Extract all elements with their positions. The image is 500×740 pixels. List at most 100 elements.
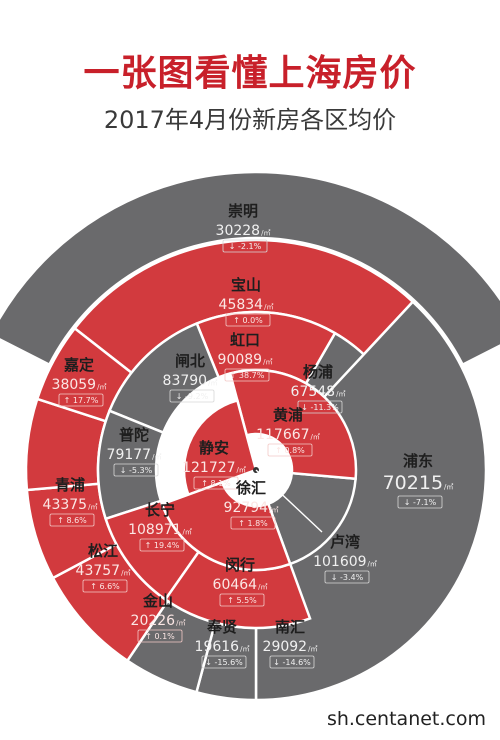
district-price: 92794/㎡ xyxy=(224,500,279,516)
change-badge: ↑ 17.7% xyxy=(58,393,104,407)
sector-普陀 xyxy=(96,409,165,521)
change-badge: ↓ -7.1% xyxy=(397,495,443,509)
district-name: 静安 xyxy=(199,439,229,457)
change-badge: ↓ -14.6% xyxy=(269,655,315,669)
district-name: 青浦 xyxy=(55,476,85,494)
source-watermark: sh.centanet.com xyxy=(326,708,486,730)
label-虹口: 虹口 90089/㎡ ↑ 38.7% xyxy=(218,331,273,382)
district-price: 83790/㎡ xyxy=(163,373,218,389)
svg-text:↑ 6.6%: ↑ 6.6% xyxy=(90,582,120,591)
svg-text:↑ 17.7%: ↑ 17.7% xyxy=(64,396,99,405)
district-price: 45834/㎡ xyxy=(219,297,274,313)
district-name: 闵行 xyxy=(225,556,255,574)
district-price: 70215/㎡ xyxy=(383,472,454,494)
sector-崇明 xyxy=(0,170,500,367)
label-青浦: 青浦 43375/㎡ ↑ 8.6% xyxy=(43,476,98,527)
sector-卢湾 xyxy=(266,471,357,566)
district-price: 117667/㎡ xyxy=(256,427,320,443)
label-普陀: 普陀 79177/㎡ ↓ -5.3% xyxy=(107,426,162,477)
label-奉贤: 奉贤 19616/㎡ ↓ -15.6% xyxy=(195,618,250,669)
change-badge: ↓ -5.3% xyxy=(113,463,159,477)
change-badge: ↓ -2.1% xyxy=(222,239,268,253)
district-name: 长宁 xyxy=(145,501,175,519)
change-badge: ↑ 38.7% xyxy=(224,368,270,382)
district-name: 松江 xyxy=(88,542,118,560)
label-杨浦: 杨浦 67548/㎡ ↓ -11.3% xyxy=(291,363,346,414)
district-price: 79177/㎡ xyxy=(107,447,162,463)
district-name: 卢湾 xyxy=(330,533,360,551)
district-price: 101609/㎡ xyxy=(313,554,377,570)
district-name: 宝山 xyxy=(231,276,261,294)
svg-text:↑ 1.8%: ↑ 1.8% xyxy=(238,519,268,528)
district-price: 38059/㎡ xyxy=(52,377,107,393)
svg-text:↓ -2.1%: ↓ -2.1% xyxy=(229,242,262,251)
svg-text:↑ 19.4%: ↑ 19.4% xyxy=(145,541,180,550)
district-price: 19616/㎡ xyxy=(195,639,250,655)
change-badge: ↑ 5.5% xyxy=(219,593,265,607)
change-badge: ↑ 19.4% xyxy=(139,538,185,552)
change-badge: ↓ -9.2% xyxy=(169,389,215,403)
label-长宁: 长宁 108971/㎡ ↑ 19.4% xyxy=(128,501,192,552)
change-badge: ↑ 8.6% xyxy=(49,513,95,527)
svg-text:↑ 8.6%: ↑ 8.6% xyxy=(57,516,87,525)
label-南汇: 南汇 29092/㎡ ↓ -14.6% xyxy=(263,618,318,669)
label-静安: 静安 121727/㎡ ↑ 8.1% xyxy=(182,439,246,490)
label-闵行: 闵行 60464/㎡ ↑ 5.5% xyxy=(213,556,268,607)
district-price: 121727/㎡ xyxy=(182,460,246,476)
change-badge: ↑ 6.6% xyxy=(82,579,128,593)
district-name: 徐汇 xyxy=(235,479,266,497)
page-subtitle: 2017年4月份新房各区均价 xyxy=(103,106,397,134)
svg-text:↓ -11.3%: ↓ -11.3% xyxy=(301,403,339,412)
district-price: 67548/㎡ xyxy=(291,384,346,400)
district-price: 29092/㎡ xyxy=(263,639,318,655)
sector-闸北 xyxy=(107,321,221,435)
label-松江: 松江 43757/㎡ ↑ 6.6% xyxy=(76,542,130,593)
page-title: 一张图看懂上海房价 xyxy=(83,53,417,94)
svg-text:↓ -3.4%: ↓ -3.4% xyxy=(331,573,364,582)
district-price: 43375/㎡ xyxy=(43,497,98,513)
sector-黄浦 xyxy=(228,368,358,481)
change-badge: ↑ 1.8% xyxy=(230,516,276,530)
label-浦东: 浦东 70215/㎡ ↓ -7.1% xyxy=(383,452,454,509)
district-name: 嘉定 xyxy=(63,356,94,374)
district-name: 虹口 xyxy=(230,331,260,349)
district-name: 闸北 xyxy=(175,352,205,370)
district-price: 20226/㎡ xyxy=(131,613,186,629)
label-崇明: 崇明 30228/㎡ ↓ -2.1% xyxy=(216,202,271,253)
change-badge: ↓ -3.4% xyxy=(324,570,370,584)
change-badge: ↑ 0.8% xyxy=(267,443,313,457)
chart-labels: 崇明 30228/㎡ ↓ -2.1% 宝山 45834/㎡ ↑ 0.0% 杨浦 67548/㎡… xyxy=(43,202,454,669)
district-price: 30228/㎡ xyxy=(216,223,271,239)
change-badge: ↑ 8.1% xyxy=(193,476,239,490)
district-price: 90089/㎡ xyxy=(218,352,273,368)
label-黄浦: 黄浦 117667/㎡ ↑ 0.8% xyxy=(256,406,320,457)
district-name: 杨浦 xyxy=(303,363,333,381)
district-price: 60464/㎡ xyxy=(213,577,268,593)
change-badge: ↓ -15.6% xyxy=(201,655,247,669)
label-卢湾: 卢湾 101609/㎡ ↓ -3.4% xyxy=(313,533,377,584)
label-闸北: 闸北 83790/㎡ ↓ -9.2% xyxy=(163,352,218,403)
svg-text:↑ 0.0%: ↑ 0.0% xyxy=(233,316,263,325)
change-badge: ↑ 0.0% xyxy=(225,313,271,327)
svg-text:↓ -9.2%: ↓ -9.2% xyxy=(176,392,209,401)
svg-text:↑ 8.1%: ↑ 8.1% xyxy=(201,479,231,488)
change-badge: ↓ -11.3% xyxy=(297,400,343,414)
district-price: 108971/㎡ xyxy=(128,522,192,538)
svg-text:↑ 5.5%: ↑ 5.5% xyxy=(227,596,257,605)
svg-text:↓ -7.1%: ↓ -7.1% xyxy=(404,498,437,507)
svg-text:↑ 0.1%: ↑ 0.1% xyxy=(145,632,175,641)
district-name: 奉贤 xyxy=(206,618,237,636)
district-name: 崇明 xyxy=(228,202,258,220)
svg-text:↓ -5.3%: ↓ -5.3% xyxy=(120,466,153,475)
svg-text:↑ 0.8%: ↑ 0.8% xyxy=(275,446,305,455)
district-name: 黄浦 xyxy=(273,406,303,424)
district-name: 浦东 xyxy=(403,452,433,470)
district-name: 金山 xyxy=(142,592,173,610)
svg-text:↓ -15.6%: ↓ -15.6% xyxy=(205,658,243,667)
sector-徐汇 xyxy=(160,480,292,572)
label-徐汇: 徐汇 92794/㎡ ↑ 1.8% xyxy=(224,479,279,530)
label-嘉定: 嘉定 38059/㎡ ↑ 17.7% xyxy=(52,356,107,407)
chart-sectors xyxy=(0,170,500,702)
svg-text:↓ -14.6%: ↓ -14.6% xyxy=(273,658,311,667)
